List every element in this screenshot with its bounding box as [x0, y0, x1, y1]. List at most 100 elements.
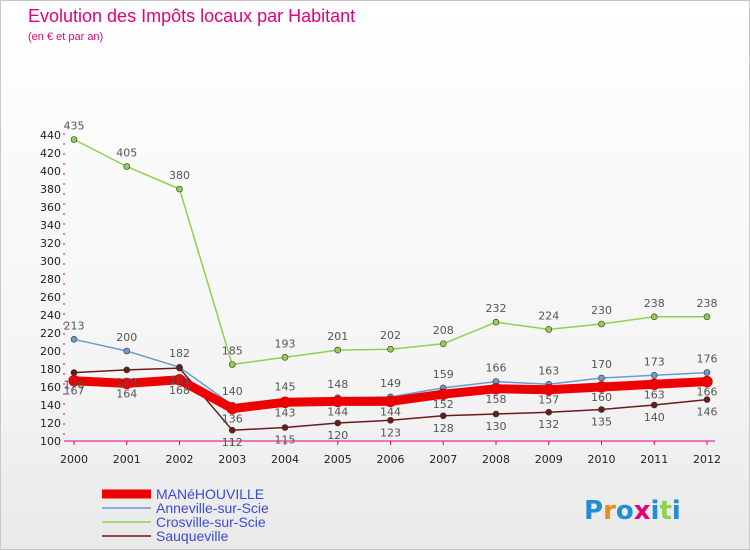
data-point-sauqueville — [281, 424, 289, 431]
data-point-crosville-sur-scie — [176, 185, 183, 193]
data-label-anneville-sur-scie: 159 — [433, 368, 454, 381]
x-tick-label: 2006 — [377, 453, 405, 466]
data-point-sauqueville — [387, 416, 394, 424]
data-label-anneville-sur-scie: 145 — [275, 381, 296, 394]
data-point-crosville-sur-scie — [545, 326, 553, 333]
y-tick-label: 220 — [40, 327, 61, 340]
data-label-sauqueville: 130 — [486, 420, 507, 433]
data-label-man-houville: 157 — [538, 394, 559, 407]
x-tick-label: 2012 — [693, 453, 721, 466]
y-tick-label: 320 — [40, 237, 61, 250]
y-tick-label: 280 — [40, 273, 61, 286]
logo-text: Proxiti — [584, 496, 681, 526]
data-point-crosville-sur-scie — [123, 163, 131, 170]
data-label-anneville-sur-scie: 182 — [169, 347, 190, 360]
data-label-man-houville: 168 — [169, 384, 190, 397]
data-label-crosville-sur-scie: 435 — [64, 120, 85, 133]
x-tick-label: 2001 — [113, 453, 141, 466]
legend: MANéHOUVILLEAnneville-sur-ScieCrosville-… — [102, 486, 269, 544]
data-label-man-houville: 166 — [697, 386, 718, 399]
y-tick-label: 160 — [40, 381, 61, 394]
proxiti-logo: Proxiti — [584, 496, 681, 526]
data-label-sauqueville: 115 — [275, 434, 296, 447]
logo-letter: i — [651, 496, 660, 526]
data-label-sauqueville: 132 — [538, 418, 559, 431]
data-point-anneville-sur-scie — [123, 347, 131, 355]
data-point-crosville-sur-scie — [387, 345, 394, 353]
x-tick-label: 2000 — [60, 453, 88, 466]
data-point-sauqueville — [176, 364, 183, 372]
data-point-crosville-sur-scie — [228, 361, 236, 368]
x-tick-label: 2003 — [218, 453, 246, 466]
y-tick-label: 400 — [40, 165, 61, 178]
data-label-crosville-sur-scie: 202 — [380, 329, 401, 342]
data-point-sauqueville — [334, 419, 342, 427]
x-tick-label: 2004 — [271, 453, 299, 466]
data-label-anneville-sur-scie: 140 — [222, 385, 243, 398]
data-label-anneville-sur-scie: 149 — [380, 377, 401, 390]
data-point-sauqueville — [598, 406, 605, 413]
y-tick-label: 260 — [40, 291, 61, 304]
y-tick-label: 300 — [40, 255, 61, 268]
data-point-crosville-sur-scie — [281, 353, 289, 361]
logo-letter: x — [634, 496, 651, 526]
data-label-crosville-sur-scie: 201 — [327, 330, 348, 343]
y-tick-label: 120 — [40, 417, 61, 430]
data-label-sauqueville: 120 — [327, 429, 348, 442]
data-label-sauqueville: 146 — [697, 406, 718, 419]
legend-label: Sauqueville — [156, 528, 229, 544]
x-tick-label: 2010 — [588, 453, 616, 466]
data-point-crosville-sur-scie — [650, 313, 658, 321]
x-tick-label: 2011 — [640, 453, 668, 466]
data-label-anneville-sur-scie: 170 — [591, 358, 612, 371]
data-label-anneville-sur-scie: 148 — [327, 378, 348, 391]
data-label-sauqueville: 181 — [169, 374, 190, 387]
legend-label: MANéHOUVILLE — [156, 486, 264, 502]
data-label-crosville-sur-scie: 185 — [222, 345, 243, 358]
data-label-sauqueville: 135 — [591, 416, 612, 429]
data-point-crosville-sur-scie — [334, 346, 342, 354]
data-label-crosville-sur-scie: 224 — [538, 309, 559, 322]
data-point-sauqueville — [228, 426, 236, 434]
data-point-man-houville — [68, 374, 80, 387]
data-point-anneville-sur-scie — [650, 371, 658, 379]
logo-letter: r — [603, 496, 616, 526]
legend-label: Crosville-sur-Scie — [156, 514, 266, 530]
data-point-crosville-sur-scie — [598, 320, 605, 328]
data-label-sauqueville: 128 — [433, 422, 454, 435]
data-point-crosville-sur-scie — [70, 136, 78, 143]
data-label-sauqueville: 179 — [116, 376, 137, 389]
x-tick-label: 2002 — [166, 453, 194, 466]
y-tick-label: 240 — [40, 309, 61, 322]
data-point-man-houville — [384, 395, 397, 408]
data-label-crosville-sur-scie: 405 — [116, 147, 137, 160]
x-tick-label: 2005 — [324, 453, 352, 466]
data-point-man-houville — [701, 375, 713, 388]
data-point-man-houville — [332, 395, 344, 408]
y-tick-label: 340 — [40, 219, 61, 232]
y-tick-label: 380 — [40, 183, 61, 196]
data-point-sauqueville — [70, 369, 78, 376]
data-point-crosville-sur-scie — [703, 313, 711, 321]
y-tick-label: 200 — [40, 345, 61, 358]
data-point-man-houville — [173, 374, 186, 386]
data-label-anneville-sur-scie: 173 — [644, 355, 665, 368]
data-label-crosville-sur-scie: 232 — [486, 302, 507, 315]
data-point-anneville-sur-scie — [598, 374, 605, 382]
data-label-crosville-sur-scie: 238 — [644, 297, 665, 310]
data-label-anneville-sur-scie: 176 — [697, 353, 718, 366]
data-labels: 435 405 380 185 193 201 202 208 232 224 230 238 238 2… — [64, 120, 718, 450]
data-label-man-houville: 152 — [433, 398, 454, 411]
data-label-anneville-sur-scie: 213 — [64, 319, 85, 332]
series-layer — [68, 136, 713, 434]
data-point-man-houville — [490, 383, 502, 395]
data-label-sauqueville: 123 — [380, 426, 401, 439]
data-label-man-houville: 164 — [116, 387, 137, 400]
data-label-man-houville: 144 — [380, 405, 401, 418]
data-point-sauqueville — [650, 401, 658, 409]
y-tick-label: 360 — [40, 201, 61, 214]
data-point-sauqueville — [492, 410, 500, 418]
data-label-crosville-sur-scie: 193 — [275, 337, 296, 350]
